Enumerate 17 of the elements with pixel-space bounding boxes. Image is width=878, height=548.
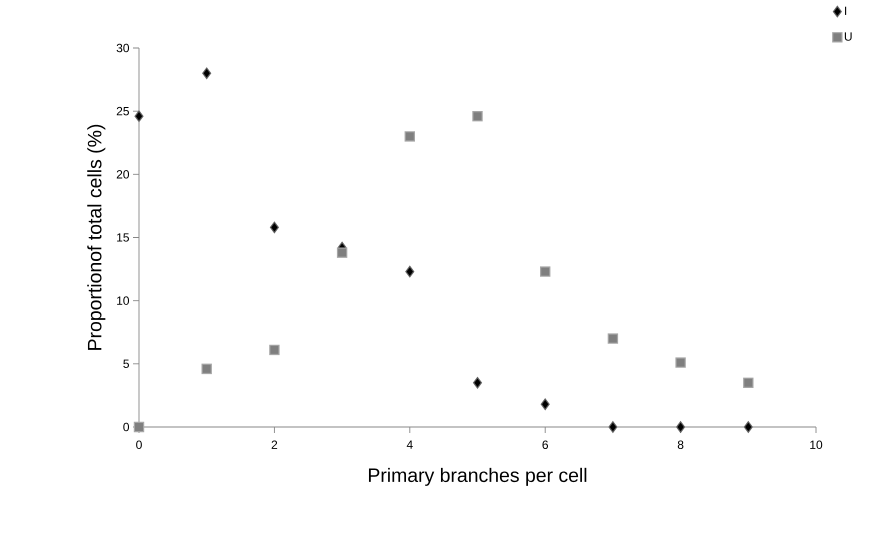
y-tick-label: 15 bbox=[117, 233, 129, 242]
y-tick-label: 20 bbox=[116, 170, 130, 179]
x-tick-label: 2 bbox=[272, 440, 278, 449]
legend-label: U bbox=[844, 32, 852, 41]
x-axis-title: Primary branches per cell bbox=[368, 468, 586, 486]
legend-label: I bbox=[845, 6, 846, 15]
x-tick-label: 0 bbox=[136, 440, 142, 449]
y-tick-label: 10 bbox=[117, 296, 130, 305]
y-tick-label: 5 bbox=[123, 360, 129, 368]
y-axis-title: Proportionof total cells (%) bbox=[87, 124, 106, 350]
x-tick-label: 10 bbox=[810, 440, 822, 449]
y-tick-label: 30 bbox=[116, 44, 130, 52]
y-tick-label: 25 bbox=[116, 106, 129, 116]
y-tick-label: 0 bbox=[123, 422, 130, 432]
x-tick-label: 4 bbox=[406, 440, 413, 449]
x-tick-label: 6 bbox=[542, 440, 548, 449]
x-tick-label: 8 bbox=[678, 440, 684, 449]
